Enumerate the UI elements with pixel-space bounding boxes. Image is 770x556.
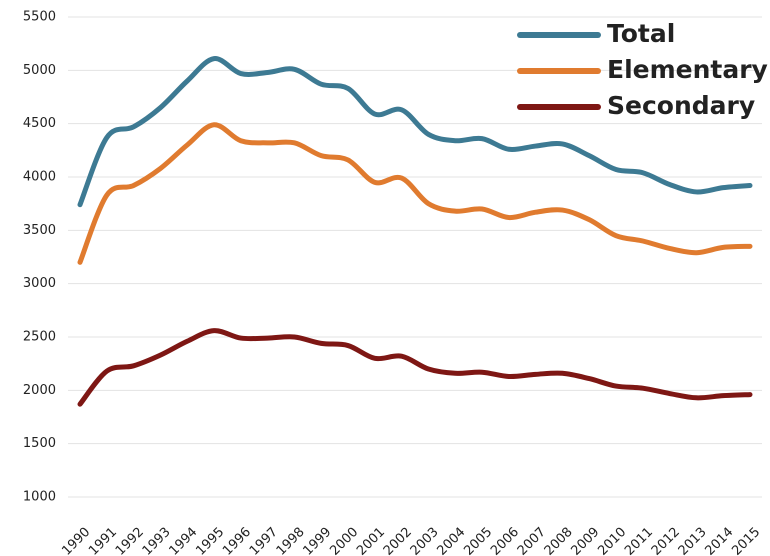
x-tick-label: 2015 [729, 525, 763, 556]
y-tick-label: 5500 [23, 10, 56, 25]
y-tick-label: 1500 [23, 436, 56, 451]
y-tick-label: 2500 [23, 330, 56, 345]
y-tick-label: 3000 [23, 276, 56, 291]
legend-label: Total [607, 19, 675, 48]
y-tick-label: 2000 [23, 383, 56, 398]
y-tick-label: 5000 [23, 63, 56, 78]
line [77, 328, 753, 407]
y-tick-label: 3500 [23, 223, 56, 238]
y-tick-label: 4000 [23, 170, 56, 185]
line [77, 56, 753, 208]
line [77, 122, 753, 265]
legend-label: Elementary [607, 55, 768, 84]
legend-label: Secondary [607, 91, 755, 120]
y-tick-label: 4500 [23, 116, 56, 131]
y-tick-label: 1000 [23, 490, 56, 505]
